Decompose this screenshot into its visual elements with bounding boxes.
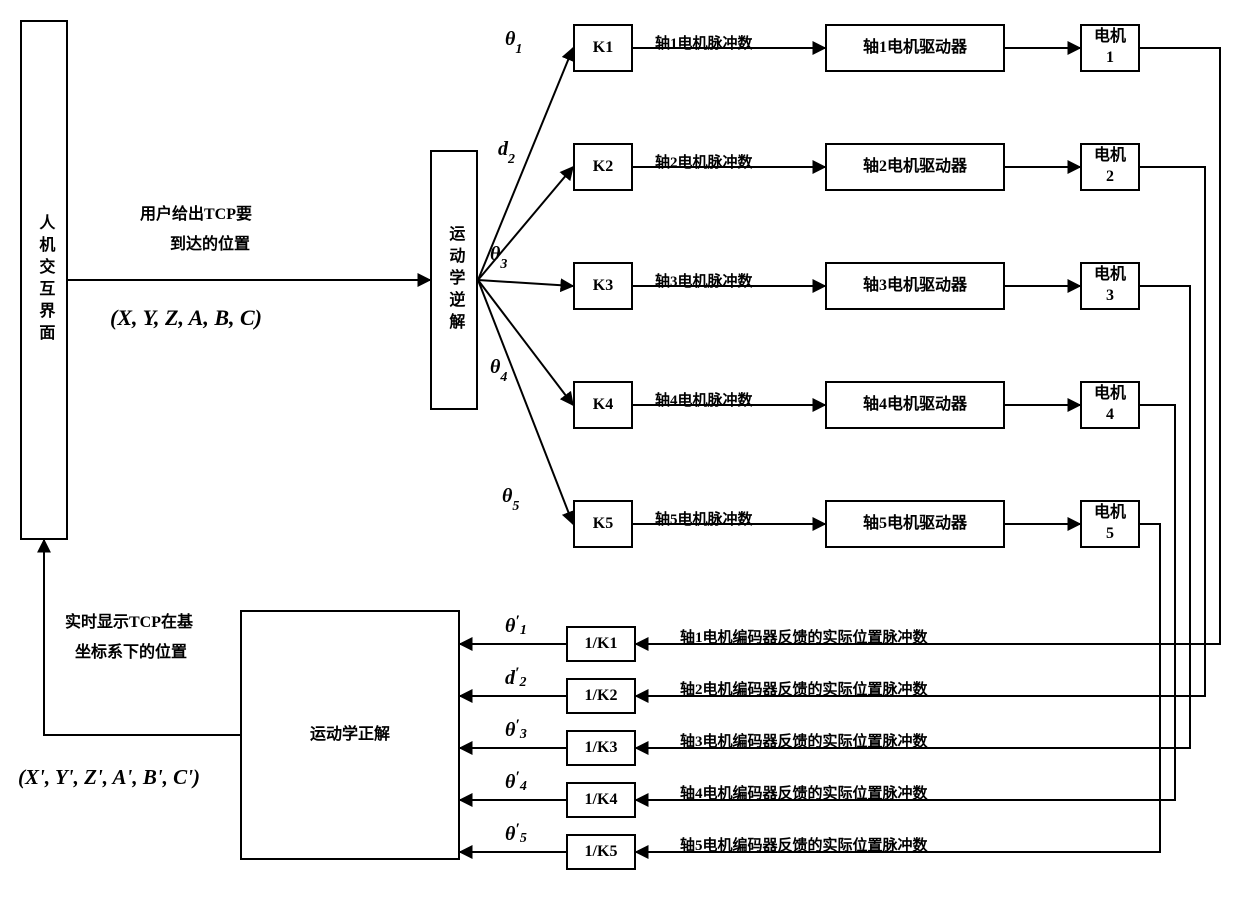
node-label: K1 bbox=[593, 38, 613, 59]
node-label: 轴1电机驱动器 bbox=[863, 38, 967, 59]
greek-d2: d2 bbox=[498, 138, 515, 167]
node-label: 1/K4 bbox=[585, 790, 618, 811]
label-enc1: 轴1电机编码器反馈的实际位置脉冲数 bbox=[680, 626, 928, 647]
node-drv2: 轴2电机驱动器 bbox=[825, 143, 1005, 191]
node-ik5: 1/K5 bbox=[566, 834, 636, 870]
node-ik2: 1/K2 bbox=[566, 678, 636, 714]
node-label: 电机 3 bbox=[1094, 265, 1126, 307]
label-enc2: 轴2电机编码器反馈的实际位置脉冲数 bbox=[680, 678, 928, 699]
node-ik4: 1/K4 bbox=[566, 782, 636, 818]
node-m4: 电机 4 bbox=[1080, 381, 1140, 429]
label-enc4: 轴4电机编码器反馈的实际位置脉冲数 bbox=[680, 782, 928, 803]
node-m2: 电机 2 bbox=[1080, 143, 1140, 191]
node-label: 1/K3 bbox=[585, 738, 618, 759]
node-label: K2 bbox=[593, 157, 613, 178]
node-label: K4 bbox=[593, 395, 613, 416]
greek-th4: θ4 bbox=[490, 356, 507, 385]
node-drv1: 轴1电机驱动器 bbox=[825, 24, 1005, 72]
edge-ik_r-k5_l bbox=[478, 280, 573, 524]
node-label: 电机 2 bbox=[1094, 146, 1126, 188]
greek-th4p: θ′4 bbox=[505, 769, 527, 794]
node-label: 轴4电机驱动器 bbox=[863, 395, 967, 416]
node-m5: 电机 5 bbox=[1080, 500, 1140, 548]
node-label: 轴5电机驱动器 bbox=[863, 514, 967, 535]
edge-ik_r-k2_l bbox=[478, 167, 573, 280]
node-label: K3 bbox=[593, 276, 613, 297]
node-drv5: 轴5电机驱动器 bbox=[825, 500, 1005, 548]
label-pulse2: 轴2电机脉冲数 bbox=[655, 151, 753, 172]
node-k2: K2 bbox=[573, 143, 633, 191]
node-ik3: 1/K3 bbox=[566, 730, 636, 766]
node-k4: K4 bbox=[573, 381, 633, 429]
node-m1: 电机 1 bbox=[1080, 24, 1140, 72]
node-fk: 运动学正解 bbox=[240, 610, 460, 860]
greek-th5: θ5 bbox=[502, 485, 519, 514]
greek-th5p: θ′5 bbox=[505, 821, 527, 846]
greek-d2p: d′2 bbox=[505, 665, 527, 690]
label-rt_disp_2: 坐标系下的位置 bbox=[75, 638, 187, 662]
greek-th3p: θ′3 bbox=[505, 717, 527, 742]
node-ik1: 1/K1 bbox=[566, 626, 636, 662]
label-user_input_2: 到达的位置 bbox=[170, 230, 250, 254]
node-label: 1/K2 bbox=[585, 686, 618, 707]
greek-th1p: θ′1 bbox=[505, 613, 527, 638]
node-k3: K3 bbox=[573, 262, 633, 310]
label-pulse3: 轴3电机脉冲数 bbox=[655, 270, 753, 291]
greek-th1: θ1 bbox=[505, 28, 522, 57]
node-k5: K5 bbox=[573, 500, 633, 548]
label-xyz: (X, Y, Z, A, B, C) bbox=[110, 305, 262, 331]
node-drv3: 轴3电机驱动器 bbox=[825, 262, 1005, 310]
node-drv4: 轴4电机驱动器 bbox=[825, 381, 1005, 429]
node-label: 1/K1 bbox=[585, 634, 618, 655]
label-pulse5: 轴5电机脉冲数 bbox=[655, 508, 753, 529]
label-enc3: 轴3电机编码器反馈的实际位置脉冲数 bbox=[680, 730, 928, 751]
label-enc5: 轴5电机编码器反馈的实际位置脉冲数 bbox=[680, 834, 928, 855]
node-label: 轴2电机驱动器 bbox=[863, 157, 967, 178]
node-label: 电机 4 bbox=[1094, 384, 1126, 426]
node-hmi: 人机交互界面 bbox=[20, 20, 68, 540]
node-m3: 电机 3 bbox=[1080, 262, 1140, 310]
label-pulse1: 轴1电机脉冲数 bbox=[655, 32, 753, 53]
node-ik: 运动学逆解 bbox=[430, 150, 478, 410]
node-label: 轴3电机驱动器 bbox=[863, 276, 967, 297]
label-xyz_prime: (X', Y', Z', A', B', C') bbox=[18, 765, 200, 790]
edge-ik_r-k1_l bbox=[478, 48, 573, 280]
edge-ik_r-k3_l bbox=[478, 280, 573, 286]
node-label: 电机 5 bbox=[1094, 503, 1126, 545]
node-label: 运动学正解 bbox=[310, 725, 390, 746]
node-k1: K1 bbox=[573, 24, 633, 72]
node-label: K5 bbox=[593, 514, 613, 535]
label-pulse4: 轴4电机脉冲数 bbox=[655, 389, 753, 410]
label-user_input_1: 用户给出TCP要 bbox=[140, 200, 252, 224]
node-label: 人机交互界面 bbox=[34, 214, 55, 346]
edge-m2_r-ik2_r bbox=[636, 167, 1205, 696]
node-label: 电机 1 bbox=[1094, 27, 1126, 69]
greek-th3: θ3 bbox=[490, 243, 507, 272]
label-rt_disp_1: 实时显示TCP在基 bbox=[65, 608, 193, 632]
edge-ik_r-k4_l bbox=[478, 280, 573, 405]
edge-m1_r-ik1_r bbox=[636, 48, 1220, 644]
node-label: 1/K5 bbox=[585, 842, 618, 863]
node-label: 运动学逆解 bbox=[444, 225, 465, 335]
